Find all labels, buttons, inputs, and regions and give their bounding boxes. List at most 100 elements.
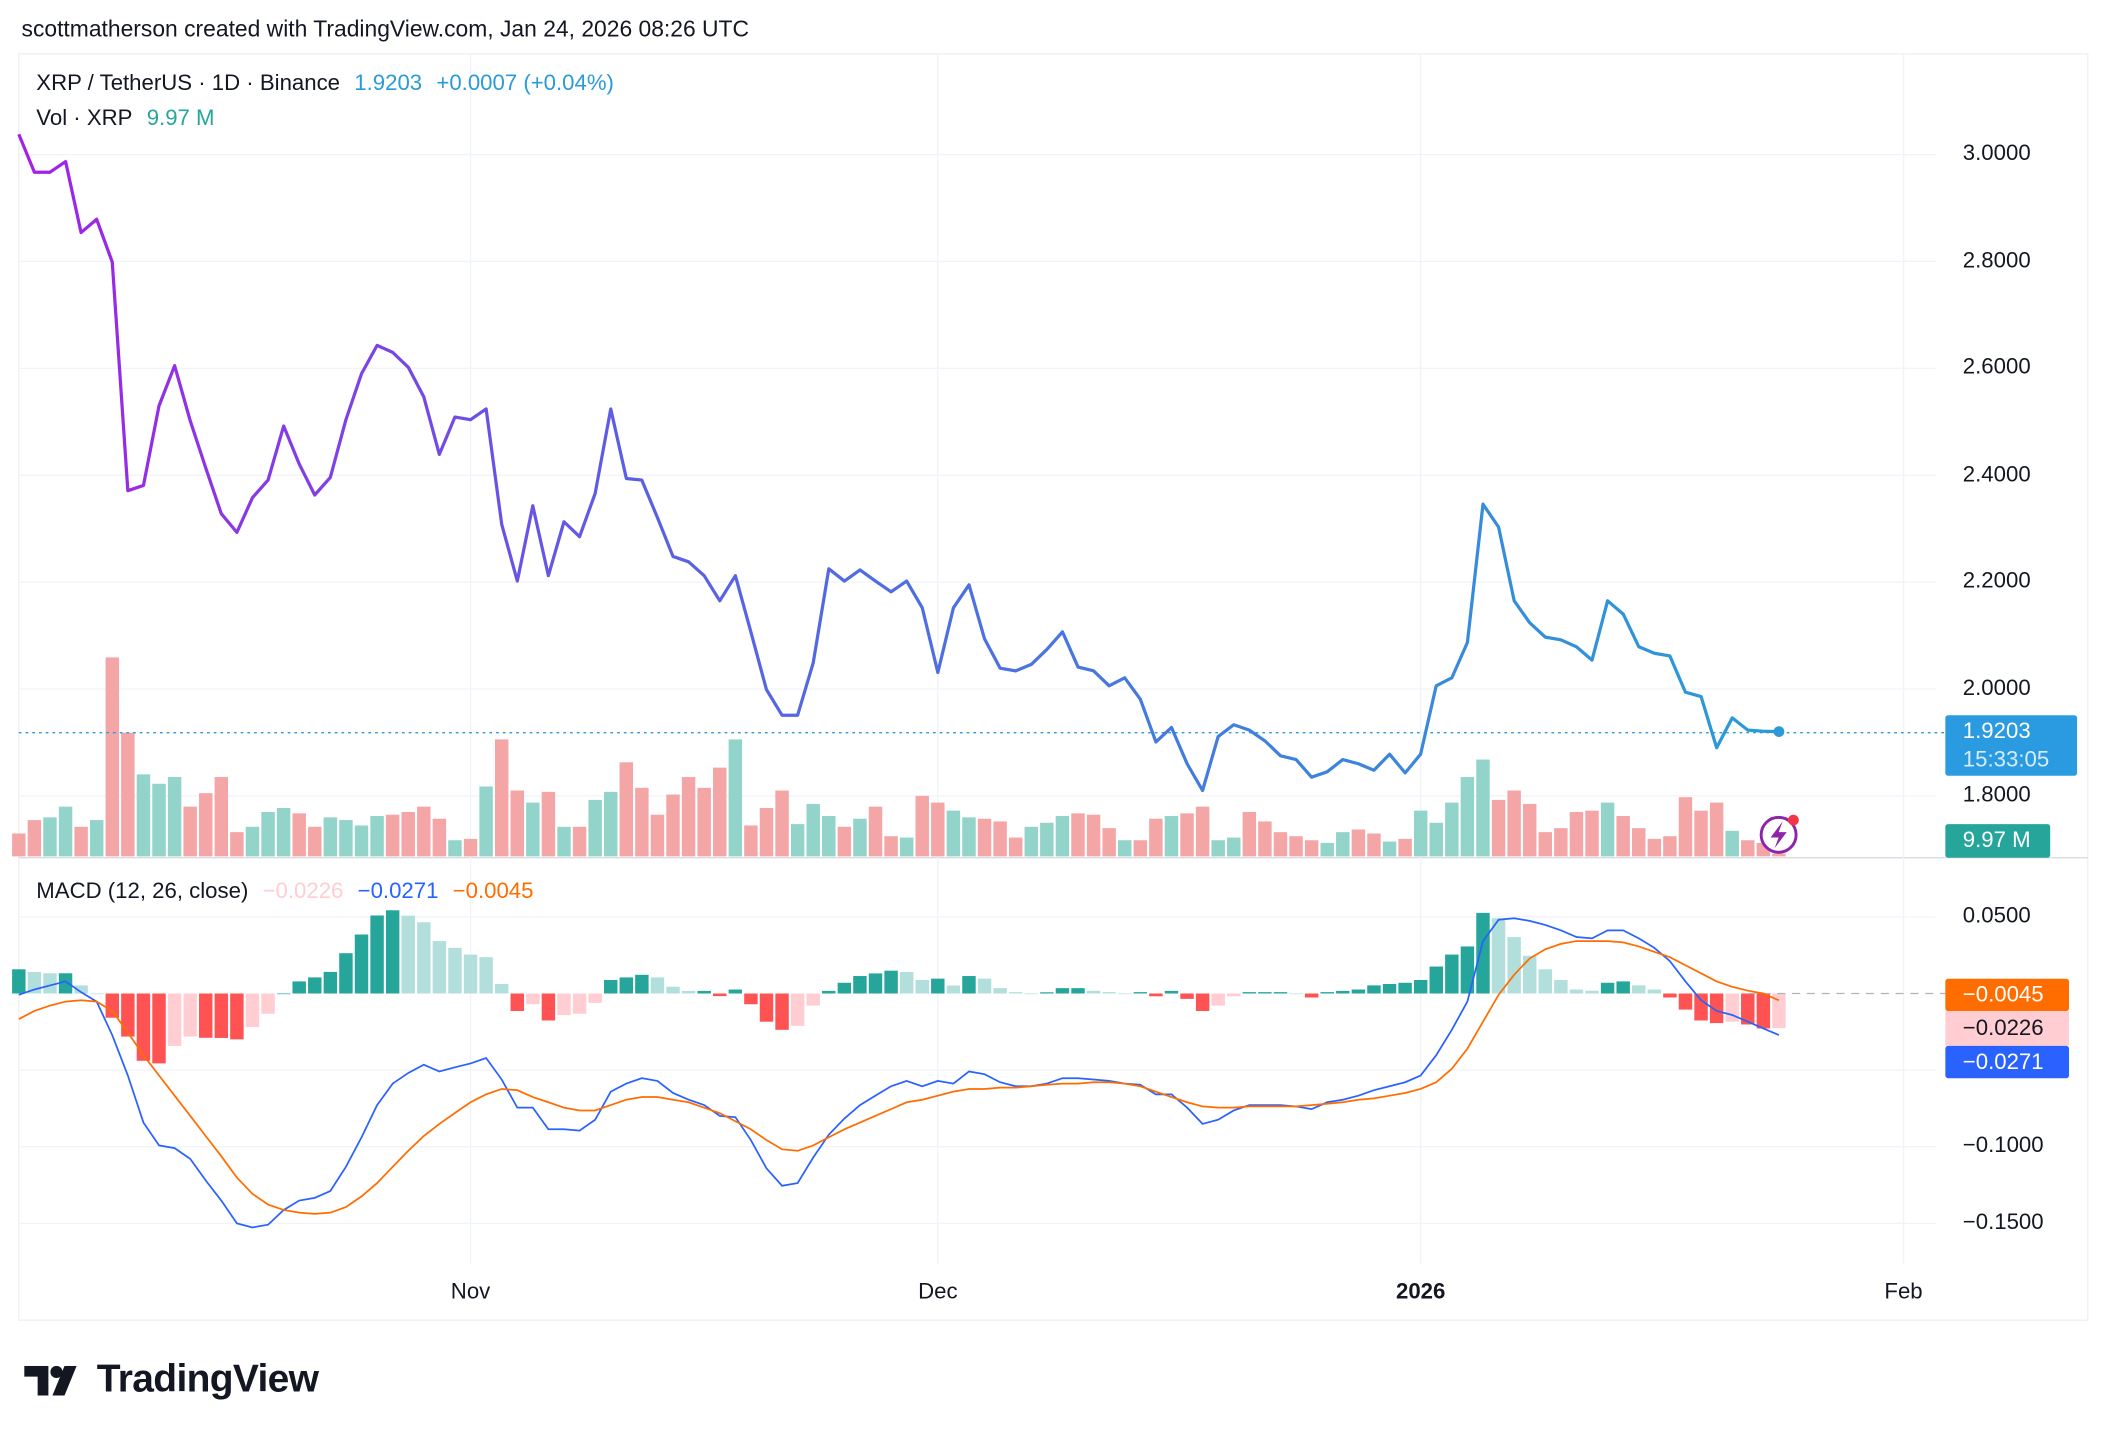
macd-histogram-bar <box>58 973 73 994</box>
macd-histogram-bar <box>1585 990 1599 994</box>
volume-bar <box>494 739 509 857</box>
volume-bar <box>1460 777 1475 857</box>
time-tick-label: 2026 <box>1395 1279 1446 1305</box>
volume-bar <box>1071 813 1085 857</box>
macd-histogram-bar <box>899 972 914 994</box>
volume-bar <box>931 802 945 857</box>
macd-title: MACD (12, 26, close) <box>36 879 249 904</box>
volume-bar <box>572 826 587 857</box>
price-tick-label: 2.4000 <box>1962 461 2031 486</box>
flash-icon[interactable] <box>1759 814 1799 854</box>
macd-histogram-bar <box>837 982 852 994</box>
volume-bar <box>977 818 992 857</box>
volume-bar <box>619 762 634 857</box>
symbol-legend[interactable]: XRP / TetherUS · 1D · Binance 1.9203 +0.… <box>36 71 622 97</box>
macd-histogram-bar <box>510 993 524 1011</box>
macd-line-value: −0.0271 <box>357 879 439 904</box>
volume-bar <box>1491 799 1506 857</box>
macd-histogram-bar <box>557 993 571 1016</box>
macd-histogram-bar <box>993 988 1007 994</box>
macd-histogram-bar <box>744 993 758 1005</box>
macd-histogram-bar <box>1538 969 1553 994</box>
volume-bar <box>12 833 26 857</box>
macd-histogram-bar <box>1289 993 1303 995</box>
macd-histogram-bar <box>1647 989 1662 994</box>
symbol-title: XRP / TetherUS · 1D · Binance <box>36 71 341 96</box>
macd-histogram-bar <box>1351 989 1366 994</box>
volume-bar <box>962 817 976 857</box>
macd-histogram-bar <box>1507 937 1521 994</box>
volume-bar <box>1398 838 1412 857</box>
macd-histogram-bar <box>1320 992 1334 994</box>
macd-histogram-bar <box>230 993 244 1040</box>
macd-histogram-bar <box>1086 990 1101 994</box>
macd-histogram-bar <box>152 993 166 1064</box>
macd-histogram-bar <box>479 957 493 994</box>
macd-histogram-bar <box>354 934 369 994</box>
volume-legend[interactable]: Vol · XRP 9.97 M <box>36 106 222 132</box>
macd-histogram-bar <box>1756 993 1771 1029</box>
macd-histogram-bar <box>853 976 867 994</box>
volume-bar <box>635 787 649 857</box>
volume-bar <box>1476 759 1490 857</box>
macd-histogram-bar <box>121 993 135 1037</box>
macd-histogram-bar <box>494 984 509 994</box>
macd-histogram-bar <box>105 993 120 1018</box>
volume-bar <box>759 807 774 857</box>
volume-bar <box>1632 828 1646 857</box>
macd-histogram-bar <box>1367 985 1381 994</box>
macd-histogram-bar <box>1273 992 1288 994</box>
price-tick-label: 1.8000 <box>1962 782 2031 807</box>
volume-bar <box>557 826 571 857</box>
chart-frame <box>18 53 2089 1321</box>
volume-bar <box>1133 840 1148 857</box>
volume-bar <box>837 826 852 857</box>
macd-histogram-bar <box>1460 946 1475 994</box>
volume-bar <box>1086 814 1101 857</box>
macd-histogram-bar <box>1102 992 1116 994</box>
macd-histogram-bar <box>822 990 836 994</box>
price-tick-label: 2.8000 <box>1962 248 2031 273</box>
macd-histogram-bar <box>1242 992 1257 994</box>
volume-bar <box>1289 836 1303 857</box>
volume-bar <box>1242 812 1257 857</box>
macd-histogram-bar <box>1632 985 1646 994</box>
volume-bar <box>1445 802 1459 857</box>
volume-bar <box>681 777 696 857</box>
histogram-tag: −0.0226 <box>1945 1010 2070 1046</box>
macd-histogram-bar <box>681 990 696 994</box>
macd-histogram-bar <box>1741 993 1755 1025</box>
volume-bar <box>27 820 42 857</box>
volume-bar <box>993 821 1007 857</box>
macd-histogram-bar <box>136 993 151 1061</box>
volume-bar <box>245 826 260 857</box>
signal-line <box>18 940 1780 1215</box>
macd-histogram-bar <box>931 978 945 994</box>
volume-bar <box>1351 829 1366 857</box>
macd-histogram-bar <box>946 985 961 994</box>
volume-bar <box>1741 840 1755 857</box>
macd-histogram-bar <box>806 993 820 1006</box>
macd-histogram-bar <box>401 915 415 994</box>
macd-tick-label: −0.1500 <box>1962 1209 2044 1235</box>
volume-bar <box>1258 821 1272 857</box>
volume-bar <box>1164 816 1179 857</box>
time-tick-label: Nov <box>450 1279 491 1305</box>
volume-bar <box>230 832 244 857</box>
macd-histogram-bar <box>588 993 602 1003</box>
macd-histogram-bar <box>1258 992 1272 994</box>
macd-histogram-bar <box>666 986 680 994</box>
macd-histogram-bar <box>1616 981 1630 994</box>
volume-bar <box>1569 812 1584 857</box>
time-tick-label: Feb <box>1884 1279 1923 1305</box>
volume-bar <box>199 793 213 857</box>
macd-histogram-bar <box>1164 990 1179 994</box>
chart-canvas[interactable] <box>0 0 2108 1344</box>
volume-bar <box>744 825 758 857</box>
volume-bar <box>1180 813 1194 857</box>
macd-histogram-bar <box>1398 982 1412 994</box>
volume-bar <box>728 739 743 857</box>
macd-legend[interactable]: MACD (12, 26, close) −0.0226 −0.0271 −0.… <box>36 879 541 905</box>
last-price: 1.9203 <box>354 71 423 96</box>
macd-histogram-bar <box>89 993 104 995</box>
